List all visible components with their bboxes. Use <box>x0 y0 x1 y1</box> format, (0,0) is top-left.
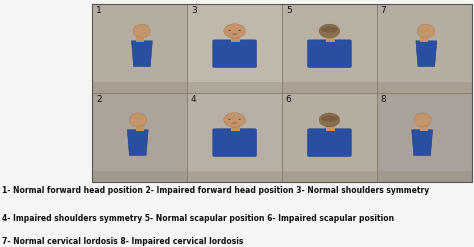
Bar <box>231 126 240 131</box>
Bar <box>377 82 472 93</box>
Bar <box>92 4 472 182</box>
FancyBboxPatch shape <box>308 129 351 156</box>
Polygon shape <box>308 130 351 132</box>
Bar <box>92 93 187 182</box>
Ellipse shape <box>418 24 435 38</box>
Bar <box>377 171 472 182</box>
Text: 4: 4 <box>191 95 197 104</box>
Ellipse shape <box>321 26 338 33</box>
Text: 7: 7 <box>381 6 386 15</box>
Bar <box>92 171 187 182</box>
Text: 3: 3 <box>191 6 197 15</box>
Bar <box>92 82 187 93</box>
Ellipse shape <box>319 24 340 38</box>
Bar <box>326 37 335 42</box>
Text: 4- Impaired shoulders symmetry 5- Normal scapular position 6- Impaired scapular : 4- Impaired shoulders symmetry 5- Normal… <box>2 214 394 223</box>
Ellipse shape <box>239 30 241 31</box>
FancyBboxPatch shape <box>308 40 351 67</box>
Bar <box>282 171 377 182</box>
Bar <box>92 4 187 93</box>
Ellipse shape <box>224 113 246 127</box>
FancyBboxPatch shape <box>213 40 256 67</box>
Bar <box>420 37 428 42</box>
Polygon shape <box>213 41 256 43</box>
Bar <box>377 93 472 182</box>
Ellipse shape <box>321 115 338 122</box>
Ellipse shape <box>414 113 431 127</box>
Ellipse shape <box>319 113 340 127</box>
Bar <box>187 93 282 182</box>
Bar <box>187 171 282 182</box>
Bar <box>377 4 472 93</box>
Text: 1- Normal forward head position 2- Impaired forward head position 3- Normal shou: 1- Normal forward head position 2- Impai… <box>2 186 429 195</box>
Ellipse shape <box>228 119 230 120</box>
Bar <box>326 126 335 131</box>
Bar <box>282 82 377 93</box>
Ellipse shape <box>224 24 246 38</box>
Text: 2: 2 <box>96 95 102 104</box>
Text: 1: 1 <box>96 6 102 15</box>
Polygon shape <box>128 130 148 155</box>
Polygon shape <box>131 41 152 66</box>
Polygon shape <box>412 130 433 155</box>
Ellipse shape <box>239 119 241 120</box>
Polygon shape <box>213 130 256 132</box>
Polygon shape <box>416 41 437 66</box>
Polygon shape <box>308 41 351 43</box>
Ellipse shape <box>413 122 421 125</box>
Bar <box>282 4 377 93</box>
Bar <box>187 82 282 93</box>
Ellipse shape <box>428 33 436 36</box>
Ellipse shape <box>129 113 146 127</box>
Text: 6: 6 <box>286 95 292 104</box>
Text: 5: 5 <box>286 6 292 15</box>
Bar <box>420 126 428 131</box>
Text: 8: 8 <box>381 95 386 104</box>
Ellipse shape <box>228 30 230 31</box>
Bar <box>282 93 377 182</box>
FancyBboxPatch shape <box>213 129 256 156</box>
Ellipse shape <box>128 122 137 125</box>
Bar <box>231 37 240 42</box>
Ellipse shape <box>143 33 151 36</box>
Bar <box>136 126 144 131</box>
Bar <box>187 4 282 93</box>
Bar <box>136 37 144 42</box>
Text: 7- Normal cervical lordosis 8- Impaired cervical lordosis: 7- Normal cervical lordosis 8- Impaired … <box>2 237 244 246</box>
Ellipse shape <box>133 24 150 38</box>
